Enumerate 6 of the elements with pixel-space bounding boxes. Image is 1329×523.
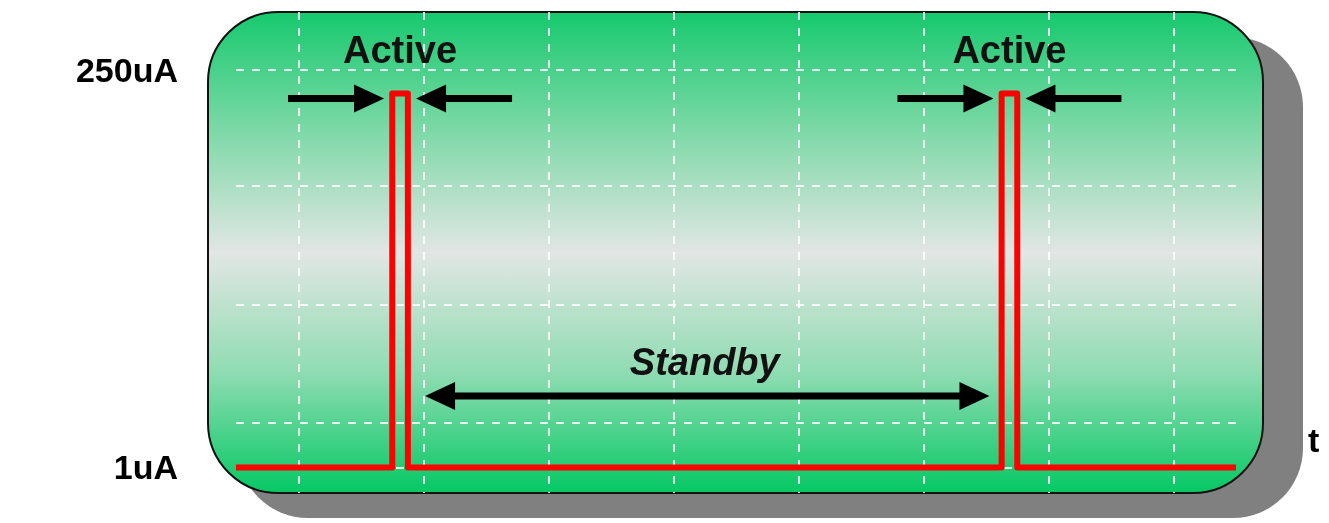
annotation: Standby [629, 341, 782, 383]
x-axis-title: t [1308, 421, 1320, 460]
annotation: Active [343, 29, 458, 72]
annotation: Active [952, 29, 1067, 72]
y-tick-label: 1uA [113, 448, 178, 487]
y-tick-label: 250uA [75, 50, 178, 89]
